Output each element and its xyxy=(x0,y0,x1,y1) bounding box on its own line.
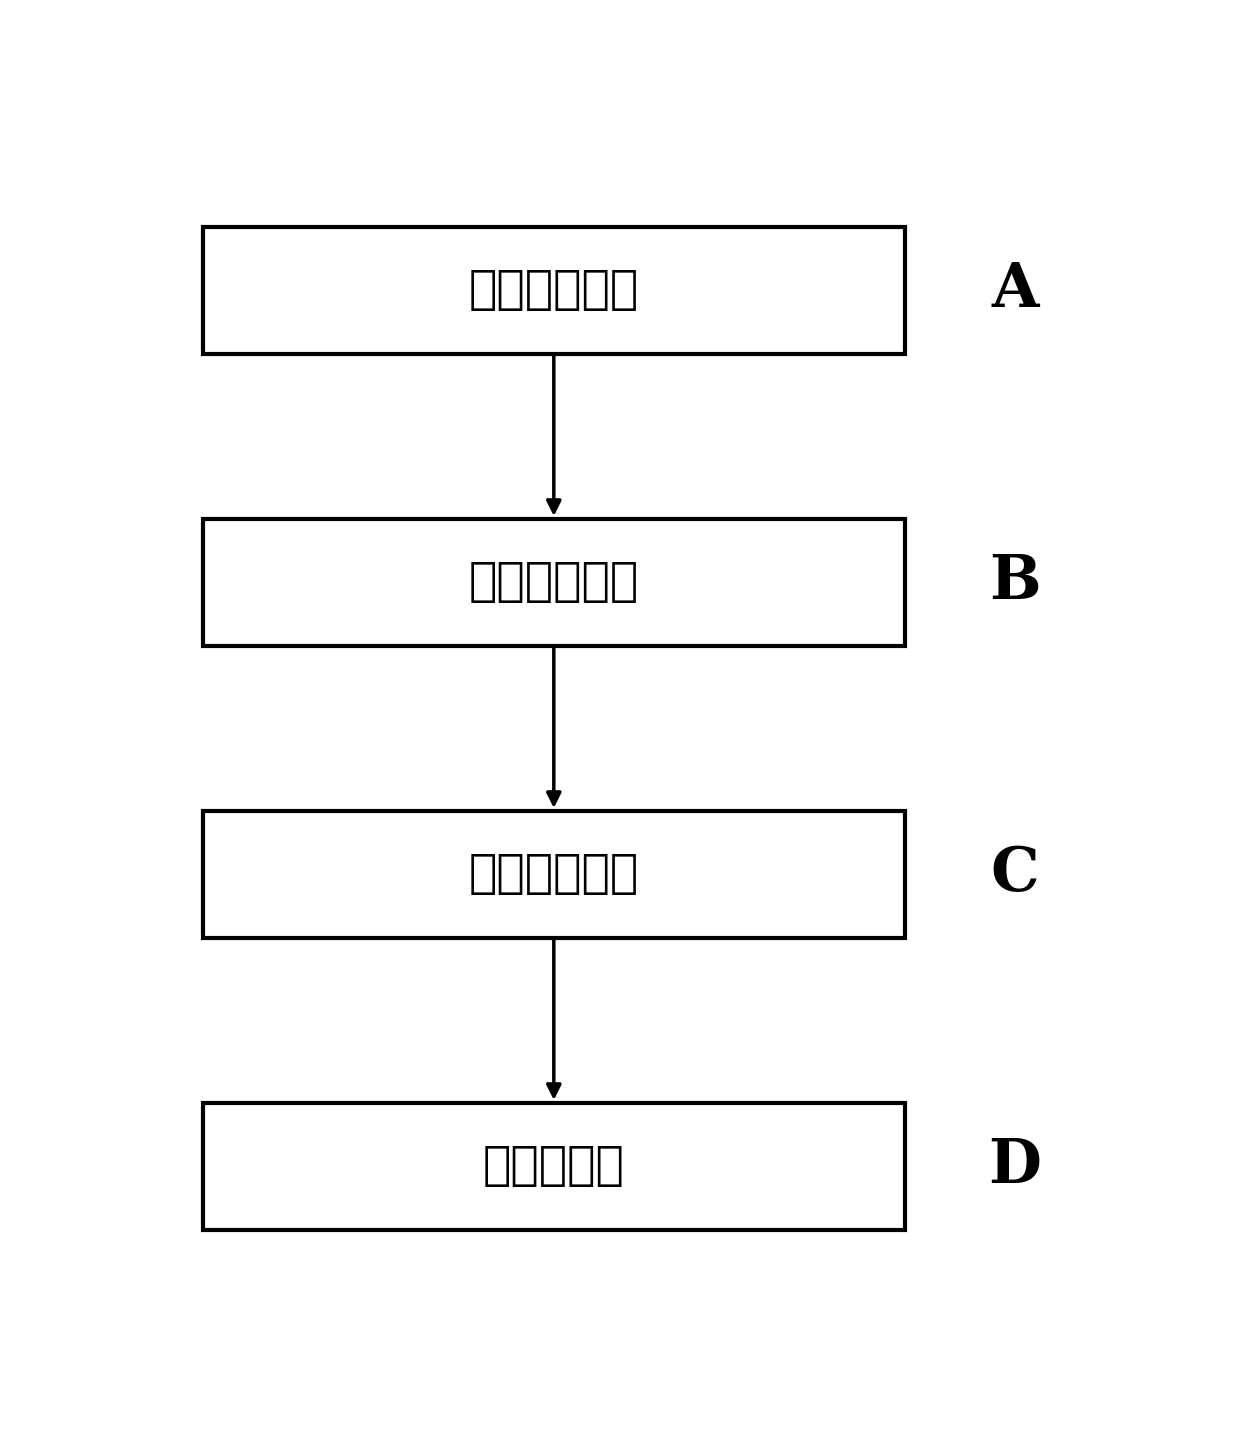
Text: A: A xyxy=(991,260,1039,321)
Text: B: B xyxy=(990,552,1040,612)
Text: C: C xyxy=(991,844,1039,904)
Bar xyxy=(203,226,904,353)
Text: 杂质沿污去除: 杂质沿污去除 xyxy=(469,268,639,312)
Text: D: D xyxy=(988,1136,1042,1196)
Text: 表面缺陷处理: 表面缺陷处理 xyxy=(469,560,639,605)
Bar xyxy=(203,1103,904,1229)
Text: 热退火处理: 热退火处理 xyxy=(482,1143,625,1189)
Bar xyxy=(203,811,904,937)
Text: 杂质沿污去除: 杂质沿污去除 xyxy=(469,851,639,897)
Bar xyxy=(203,519,904,645)
